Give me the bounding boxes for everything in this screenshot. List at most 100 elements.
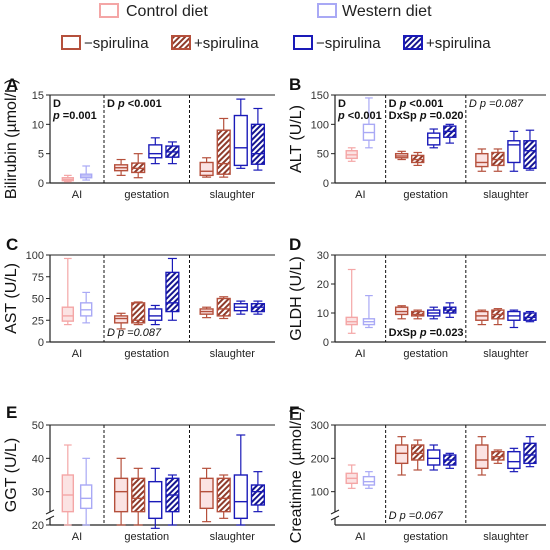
box-western+spirulina <box>250 300 266 315</box>
stat-annotation-part: <0.001 <box>406 98 443 110</box>
box-body <box>148 144 163 159</box>
legend-label-control-minus-spirulina: −spirulina <box>84 35 149 52</box>
y-tick-label: 30 <box>317 250 329 262</box>
panel-letter: D <box>289 235 301 254</box>
y-tick-label: 0 <box>38 178 44 190</box>
box-western <box>79 457 93 526</box>
box-control+spirulina <box>410 439 425 471</box>
box-body <box>216 297 231 317</box>
group-label: gestation <box>403 348 448 360</box>
box-control+spirulina <box>491 449 505 464</box>
stat-annotation-part: =0.067 <box>406 510 444 522</box>
box-body <box>475 444 489 470</box>
box-control+spirulina <box>131 467 146 526</box>
axis-break-gap <box>331 512 339 518</box>
stat-annotation-part: p <box>399 98 407 110</box>
box-western-spirulina <box>148 467 163 529</box>
group-label: AI <box>355 348 365 360</box>
group-label: slaughter <box>210 189 256 201</box>
legend-swatch-western-diet <box>317 3 337 18</box>
stat-annotation-part: p <box>399 510 406 522</box>
box-body <box>507 450 521 470</box>
y-tick-label: 20 <box>32 520 44 532</box>
panel-B: B ALT (U/L) 0 50 100 150 AI gestation slaughter D… <box>288 75 546 201</box>
box-control+spirulina <box>216 296 231 320</box>
box-body <box>427 449 441 466</box>
box-body <box>199 477 214 510</box>
stat-annotation: DxSp p =0.023 <box>389 327 464 339</box>
axis-break-mark <box>330 509 340 515</box>
box-control <box>345 464 358 489</box>
y-tick-label: 20 <box>317 279 329 291</box>
box-body <box>113 477 129 513</box>
box-body <box>148 308 163 321</box>
y-tick-label: 100 <box>26 250 44 262</box>
y-axis-label: GGT (U/L) <box>3 438 20 512</box>
box-western-spirulina <box>148 304 163 326</box>
box-western+spirulina <box>523 129 537 171</box>
stat-annotation-part: =0.087 <box>486 98 524 110</box>
box-control+spirulina <box>131 153 146 179</box>
y-axis-label: Creatinine (µmol/L) <box>288 407 305 543</box>
box-control+spirulina <box>216 474 231 519</box>
box-western+spirulina <box>523 436 537 468</box>
axis-break-gap <box>46 512 54 518</box>
stat-annotation: p =0.001 <box>52 110 97 122</box>
group-label: gestation <box>124 348 169 360</box>
axis-break-mark <box>45 509 55 515</box>
box-body <box>523 442 537 465</box>
y-tick-label: 0 <box>323 178 329 190</box>
y-tick-label: 50 <box>32 420 44 432</box>
box-western+spirulina <box>165 257 180 321</box>
panel-letter: C <box>6 235 18 254</box>
box-western <box>362 295 376 329</box>
group-label: AI <box>72 531 82 543</box>
box-body <box>113 315 129 324</box>
group-label: slaughter <box>210 531 256 543</box>
box-western-spirulina <box>233 434 248 526</box>
box-western-spirulina <box>507 447 521 473</box>
box-control-spirulina <box>199 306 214 319</box>
stat-annotation-part: p <box>419 327 427 339</box>
y-tick-label: 40 <box>32 453 44 465</box>
box-control-spirulina <box>113 158 129 176</box>
box-western-spirulina <box>427 444 441 471</box>
y-tick-label: 5 <box>38 149 44 161</box>
group-label: gestation <box>403 189 448 201</box>
box-western+spirulina <box>165 474 180 526</box>
stat-annotation-part: p <box>419 110 427 122</box>
panel-D: D GLDH (U/L) 0 10 20 30 AI gestation slaughter Dx… <box>288 235 546 360</box>
box-body <box>523 140 537 170</box>
box-western <box>79 165 93 181</box>
box-control+spirulina <box>216 117 231 178</box>
box-control-spirulina <box>199 157 214 178</box>
box-body <box>216 477 231 513</box>
box-control+spirulina <box>491 308 505 326</box>
legend-label-western-plus-spirulina: +spirulina <box>426 35 491 52</box>
axis-break-mark <box>45 515 55 521</box>
group-label: AI <box>72 348 82 360</box>
panel-E: E GGT (U/L) 20 30 40 50 AI gestation slaughter <box>3 403 275 543</box>
group-label: slaughter <box>483 531 529 543</box>
box-western+spirulina <box>443 452 457 469</box>
stat-annotation-part: p <box>52 110 60 122</box>
legend-label-control-plus-spirulina: +spirulina <box>194 35 259 52</box>
box-body <box>148 480 163 520</box>
legend-swatch-control-minus-spirulina <box>61 35 81 50</box>
box-control-spirulina <box>475 148 489 172</box>
group-label: gestation <box>403 531 448 543</box>
stat-annotation-part: DxSp <box>389 110 420 122</box>
box-western+spirulina <box>165 141 180 165</box>
y-axis-label: Bilirubin (µmol/L) <box>3 79 20 199</box>
legend-label-western-minus-spirulina: −spirulina <box>316 35 381 52</box>
box-body <box>523 312 537 321</box>
box-body <box>394 306 409 316</box>
box-control-spirulina <box>394 436 409 476</box>
stat-annotation-part: p <box>337 110 345 122</box>
box-body <box>216 129 231 175</box>
stat-annotation: DxSp p =0.020 <box>389 110 464 122</box>
group-label: AI <box>355 531 365 543</box>
